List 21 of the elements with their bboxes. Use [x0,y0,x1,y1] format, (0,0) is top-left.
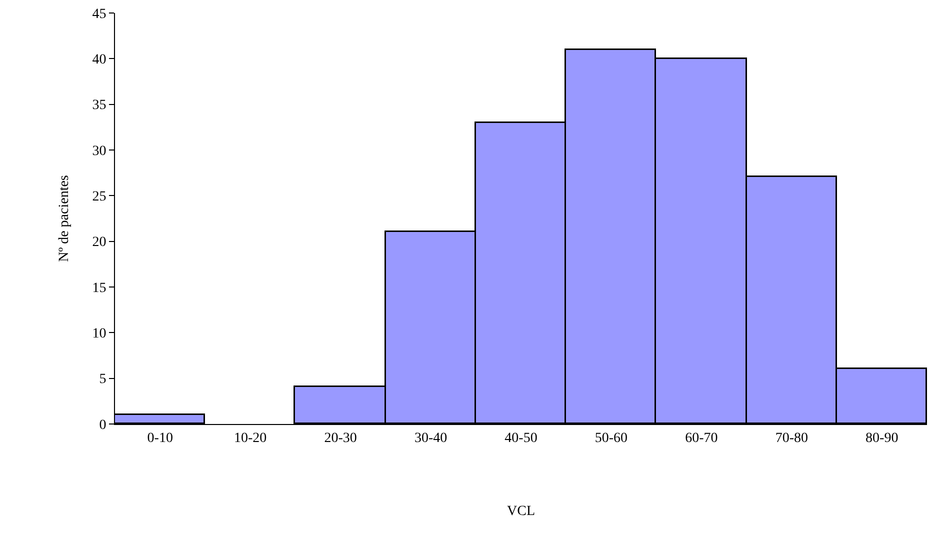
y-tick-label: 35 [92,98,106,114]
x-tick-label: 80-90 [866,430,898,446]
y-tick-label: 25 [92,190,106,205]
x-axis-title: VCL [507,504,535,520]
y-tick-label: 30 [92,144,106,159]
y-tick-label: 5 [99,372,106,388]
y-tick-label: 40 [92,52,106,68]
x-tick-label: 20-30 [324,430,357,446]
x-tick-label: 10-20 [234,430,267,446]
x-tick-label: 30-40 [414,430,448,446]
x-tick-label: 0-10 [147,430,173,446]
y-tick-label: 10 [92,326,106,342]
x-tick-label: 70-80 [775,430,808,446]
y-axis-title: Nº de pacientes [56,175,72,262]
y-tick-label: 15 [92,280,106,296]
x-tick-label: 40-50 [504,430,538,446]
x-tick-label: 60-70 [685,430,718,446]
y-tick-label: 20 [92,235,106,250]
x-tick-label: 50-60 [594,430,628,446]
y-tick-label: 45 [92,6,106,22]
y-tick-label: 0 [99,418,106,433]
